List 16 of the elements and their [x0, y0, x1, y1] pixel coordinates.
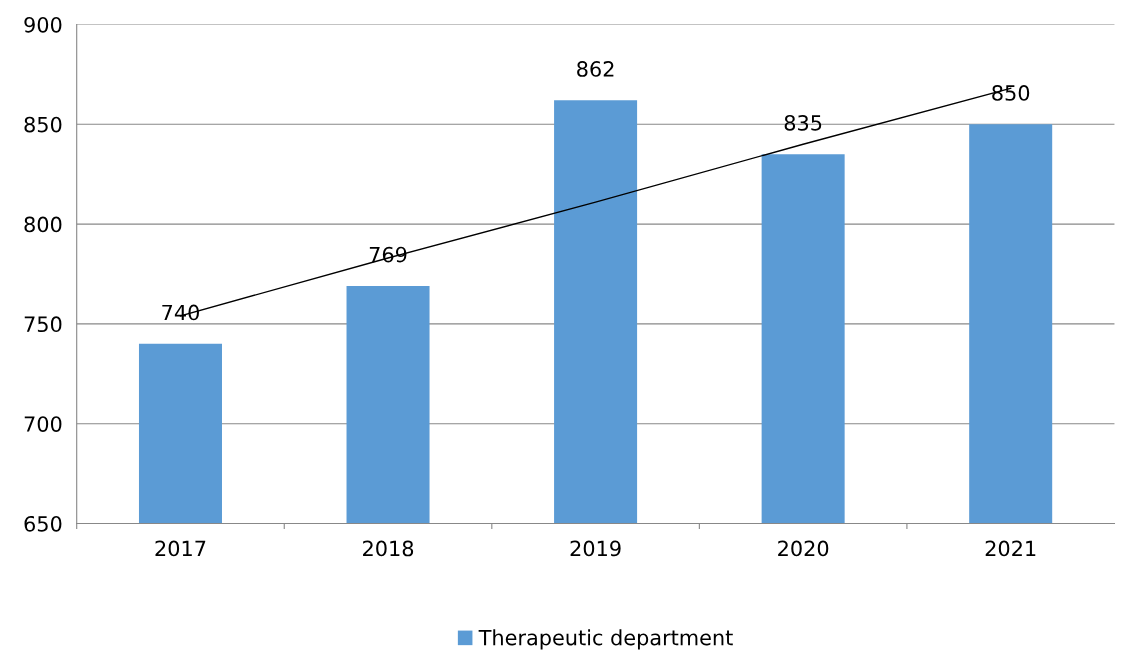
y-tick-label: 900: [24, 16, 62, 33]
data-label: 740: [162, 304, 199, 321]
x-tick-label: 2018: [363, 540, 414, 557]
y-tick-label: 800: [24, 216, 62, 233]
data-label: 862: [577, 61, 614, 77]
y-tick-label: 650: [24, 515, 62, 532]
y-tick-label: 700: [24, 416, 62, 432]
x-tick-label: 2021: [985, 540, 1036, 557]
legend-label: Therapeutic department: [478, 629, 733, 650]
x-tick-label: 2019: [570, 540, 621, 557]
x-tick-label: 2017: [155, 540, 206, 557]
data-label: 850: [992, 85, 1030, 101]
y-tick-label: 850: [24, 116, 62, 133]
x-tick-label: 2020: [778, 540, 829, 557]
y-tick-label: 750: [24, 316, 62, 333]
data-label: 835: [784, 114, 822, 131]
